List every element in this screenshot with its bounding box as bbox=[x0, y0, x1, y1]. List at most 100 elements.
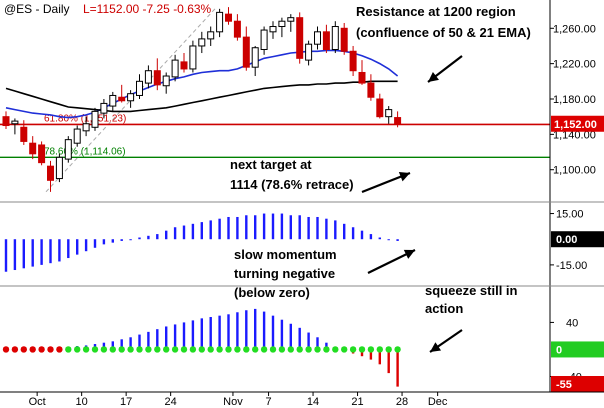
price-tick-label: 1,140.00 bbox=[553, 129, 596, 141]
annotation-arrows bbox=[361, 55, 463, 353]
sma50-line bbox=[5, 80, 398, 113]
squeeze-dot bbox=[189, 346, 197, 353]
candle-body bbox=[314, 31, 321, 45]
squeeze-bar bbox=[191, 320, 195, 350]
squeeze-dot bbox=[243, 346, 250, 353]
momentum-bar bbox=[387, 239, 390, 241]
squeeze-dot bbox=[56, 346, 63, 353]
momentum-bar bbox=[360, 230, 364, 240]
right-axis: 1,260.00 1,220.00 1,180.00 1,140.00 1,100.00… bbox=[0, 0, 604, 392]
resistance-annotation: Resistance at 1200 region (confluence of… bbox=[356, 4, 531, 41]
momentum-bar bbox=[209, 220, 212, 240]
squeeze-dot bbox=[109, 346, 117, 353]
momentum-bar bbox=[280, 213, 284, 240]
candle-body bbox=[162, 75, 170, 87]
candle-body bbox=[358, 71, 366, 84]
squeeze-dot bbox=[314, 346, 321, 353]
squeeze-dot bbox=[287, 346, 294, 353]
momentum-bar bbox=[120, 239, 123, 241]
candle-body bbox=[331, 26, 339, 50]
squeeze-bar bbox=[262, 311, 266, 350]
squeeze-bar bbox=[396, 349, 399, 387]
candle-body bbox=[109, 94, 117, 107]
momentum-bar bbox=[271, 213, 275, 240]
squeeze-bar bbox=[129, 337, 132, 350]
squeeze-dot bbox=[278, 346, 286, 353]
momentum-bar bbox=[76, 239, 79, 255]
squeeze-dot bbox=[163, 346, 170, 353]
target-arrow-head bbox=[398, 172, 410, 182]
price-tick-label: 1,180.00 bbox=[553, 94, 596, 106]
squeeze-bar bbox=[111, 341, 114, 350]
squeeze-dot bbox=[118, 346, 125, 353]
squeeze-dot bbox=[225, 346, 232, 353]
candle-body bbox=[376, 98, 384, 118]
momentum-bar bbox=[325, 218, 328, 240]
squeeze-dot bbox=[207, 346, 214, 353]
squeeze-dot bbox=[358, 346, 366, 353]
candle-body bbox=[153, 70, 161, 86]
momentum-line-2: turning negative bbox=[234, 266, 336, 281]
squeeze-dot bbox=[145, 346, 152, 353]
squeeze-bar bbox=[280, 319, 284, 350]
momentum-bar bbox=[227, 216, 230, 240]
squeeze-dot bbox=[323, 346, 330, 353]
momentum-bar bbox=[49, 239, 52, 264]
candle-body bbox=[242, 36, 250, 68]
candle-body bbox=[2, 116, 10, 127]
candle-body bbox=[127, 93, 135, 102]
squeeze-bar bbox=[156, 329, 159, 350]
momentum-line-3: (below zero) bbox=[234, 285, 310, 300]
momentum-bar bbox=[182, 225, 186, 240]
fib-level-label: 61.80% (1,151.23) bbox=[44, 113, 126, 124]
squeeze-value-tag bbox=[551, 341, 604, 358]
candle-body bbox=[55, 156, 63, 180]
momentum-bar bbox=[4, 239, 8, 272]
squeeze-dot bbox=[385, 346, 392, 353]
momentum-bar bbox=[173, 227, 177, 240]
squeeze-dot bbox=[198, 346, 205, 353]
momentum-bar bbox=[191, 223, 195, 240]
momentum-tick-label: 15.00 bbox=[556, 209, 584, 221]
candle-body bbox=[64, 139, 72, 160]
squeeze-dot bbox=[216, 346, 223, 353]
candle-body bbox=[287, 17, 295, 22]
candle-body bbox=[278, 20, 286, 28]
x-tick-label: 17 bbox=[120, 396, 132, 408]
squeeze-line-1: squeeze still in bbox=[425, 283, 518, 298]
momentum-bar bbox=[31, 239, 34, 267]
candle-body bbox=[225, 13, 232, 22]
squeeze-panel bbox=[2, 308, 401, 387]
squeeze-arrow-head bbox=[430, 342, 442, 352]
squeeze-dot bbox=[367, 346, 375, 353]
squeeze-dot bbox=[11, 346, 19, 353]
price-tick-label: 1,220.00 bbox=[553, 59, 596, 71]
squeeze-dot bbox=[154, 346, 161, 353]
squeeze-dot bbox=[136, 346, 143, 353]
squeeze-bar bbox=[316, 337, 319, 350]
x-tick-label: 7 bbox=[265, 396, 271, 408]
momentum-bar bbox=[147, 235, 150, 240]
momentum-bar bbox=[129, 239, 132, 241]
squeeze-dot bbox=[171, 346, 179, 353]
squeeze-bar bbox=[147, 331, 150, 350]
fib-level-label: 78.60% (1,114.06) bbox=[44, 146, 126, 157]
momentum-bar bbox=[156, 234, 159, 240]
symbol-label: @ES - Daily bbox=[4, 2, 70, 16]
candle-body bbox=[349, 50, 357, 72]
resistance-line-1: Resistance at 1200 region bbox=[356, 4, 516, 19]
squeeze-dot bbox=[305, 346, 312, 353]
squeeze-dot bbox=[332, 346, 339, 353]
candle-body bbox=[260, 29, 268, 50]
momentum-panel bbox=[4, 213, 399, 272]
momentum-arrow-head bbox=[403, 249, 415, 259]
momentum-bar bbox=[334, 220, 337, 240]
candle-body bbox=[296, 17, 304, 59]
x-tick-label: Oct bbox=[29, 396, 46, 408]
momentum-bar bbox=[369, 234, 373, 240]
squeeze-bar bbox=[120, 339, 123, 350]
candle-body bbox=[340, 27, 348, 52]
squeeze-bar bbox=[387, 349, 390, 374]
squeeze-dot bbox=[376, 346, 383, 353]
